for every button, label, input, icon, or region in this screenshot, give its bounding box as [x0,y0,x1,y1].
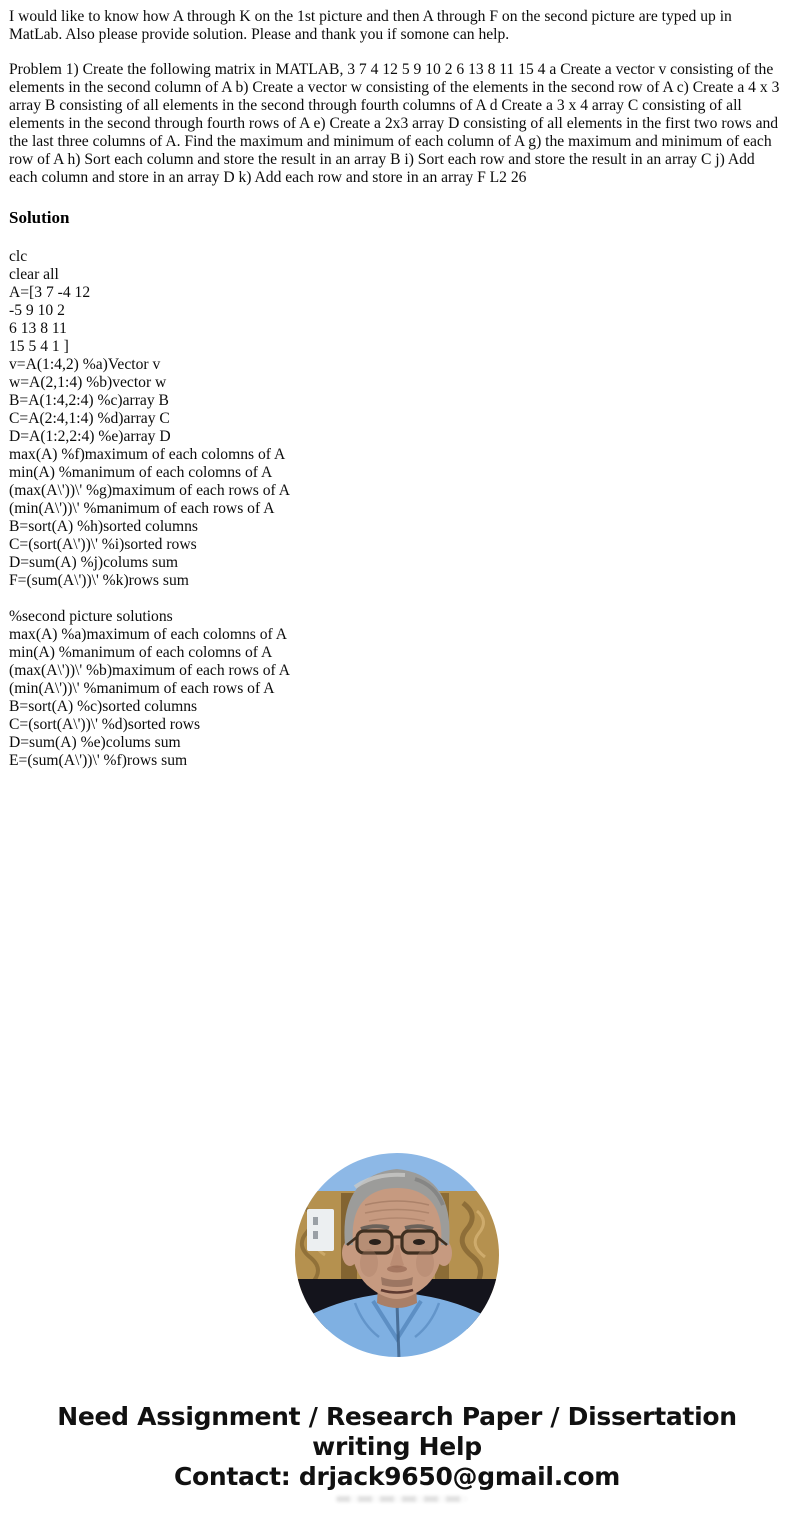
solution-heading: Solution [9,208,70,227]
question-problem: Problem 1) Create the following matrix i… [9,61,780,186]
profile-photo-illustration [295,1153,499,1357]
faint-artifact [336,1496,468,1502]
photo-switch-plate [307,1209,334,1251]
solution-code-first-picture: clc clear all A=[3 7 -4 12 -5 9 10 2 6 1… [9,248,291,589]
footer-banner: Need Assignment / Research Paper / Disse… [57,1402,737,1491]
question-intro: I would like to know how A through K on … [9,8,732,43]
document-body: I would like to know how A through K on … [9,8,780,769]
profile-photo [295,1153,499,1357]
solution-code-second-picture: %second picture solutions max(A) %a)maxi… [9,608,291,769]
photo-hair [344,1169,450,1245]
